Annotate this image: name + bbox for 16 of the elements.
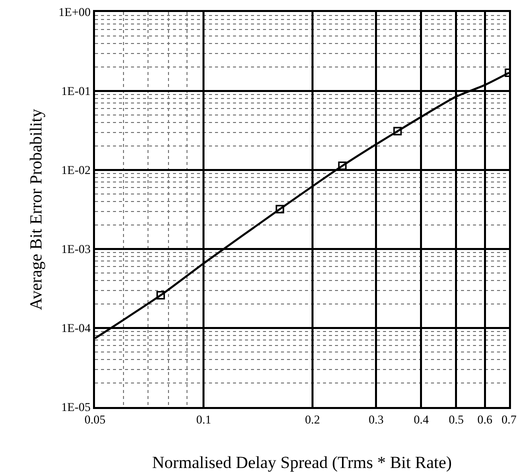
x-tick-label: 0.6 (477, 412, 492, 426)
x-tick-label: 0.05 (84, 412, 106, 426)
y-tick-label: 1E-01 (61, 84, 91, 98)
y-tick-label: 1E-03 (61, 242, 91, 256)
x-tick-label: 0.5 (448, 412, 464, 426)
x-tick-label: 0.4 (414, 412, 429, 426)
x-tick-label: 0.2 (304, 412, 320, 426)
y-tick-label: 1E-04 (61, 321, 91, 336)
x-tick-label: 0.1 (196, 412, 212, 426)
y-tick-label: 1E-02 (61, 163, 91, 178)
x-tick-label: 0.3 (368, 412, 384, 426)
x-axis-title: Normalised Delay Spread (Trms * Bit Rate) (152, 453, 452, 472)
y-tick-label: 1E-05 (61, 400, 91, 414)
y-axis-title: Average Bit Error Probability (26, 108, 46, 310)
x-tick-label: 0.7 (502, 412, 516, 426)
y-tick-label: 1E+00 (58, 5, 91, 20)
